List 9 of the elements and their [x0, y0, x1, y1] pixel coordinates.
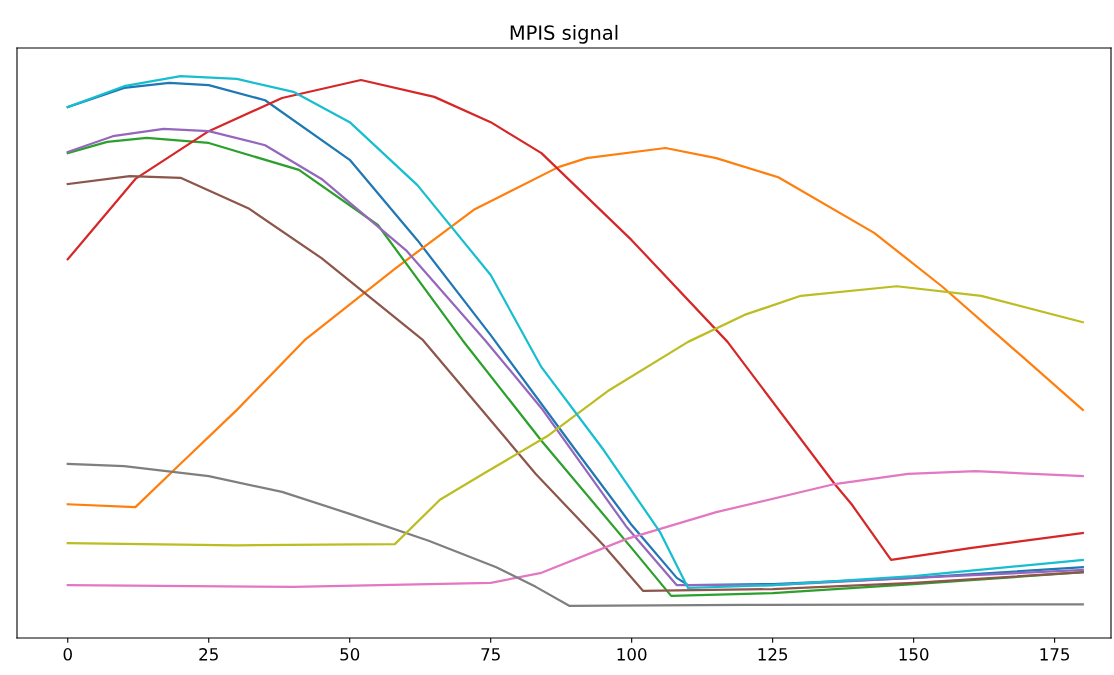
- x-tick-label: 125: [758, 648, 788, 661]
- x-tick-label: 25: [199, 648, 218, 661]
- x-tick-label: 150: [899, 648, 929, 661]
- x-tick-label: 0: [63, 648, 72, 661]
- x-tick-label: 50: [340, 648, 360, 661]
- chart-title: MPIS signal: [510, 24, 618, 44]
- x-tick-label: 175: [1040, 648, 1070, 661]
- x-tick-label: 75: [481, 648, 500, 661]
- x-tick-label: 100: [617, 648, 647, 661]
